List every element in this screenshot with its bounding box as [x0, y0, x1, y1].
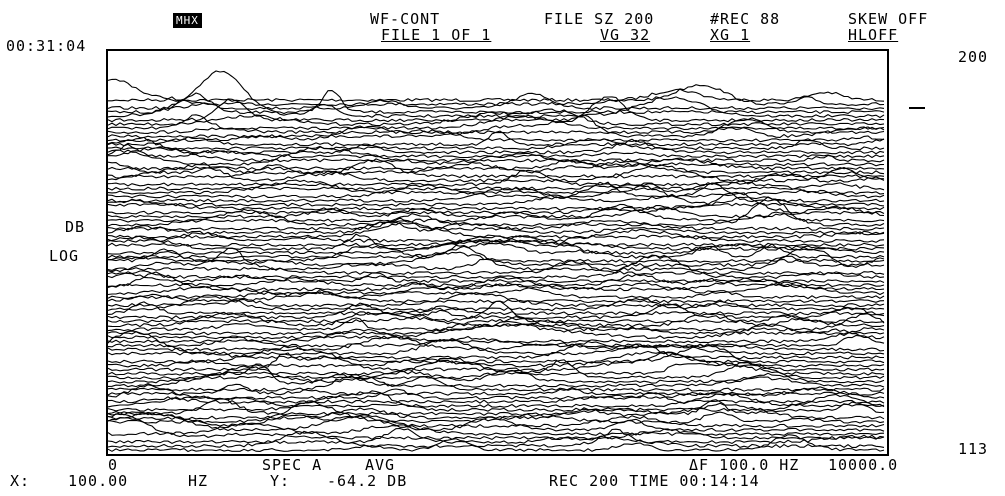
delta-f-label: ΔF 100.0 HZ [689, 458, 799, 473]
ylabel-log: LOG [49, 249, 79, 264]
cursor-y-value: -64.2 DB [327, 474, 407, 489]
mode-label: WF-CONT [370, 12, 440, 27]
record-count-label: #REC 88 [710, 12, 780, 27]
cursor-x-label: X: [10, 474, 30, 489]
spec-label: SPEC A [262, 458, 322, 473]
ylabel-db: DB [65, 220, 85, 235]
mode-badge: MHX [173, 13, 202, 28]
record-top-label: 200 [958, 50, 988, 65]
vertical-gain-label: VG 32 [600, 28, 650, 43]
time-readout: 00:31:04 [6, 39, 86, 54]
file-of-label: FILE 1 OF 1 [381, 28, 491, 43]
cursor-y-label: Y: [270, 474, 290, 489]
file-size-label: FILE SZ 200 [544, 12, 654, 27]
highlight-label: HLOFF [848, 28, 898, 43]
skew-label: SKEW OFF [848, 12, 928, 27]
x-start-label: 0 [108, 458, 118, 473]
cursor-x-unit: HZ [188, 474, 208, 489]
cursor-x-value: 100.00 [68, 474, 128, 489]
x-end-label: 10000.0 [828, 458, 898, 473]
record-time-label: REC 200 TIME 00:14:14 [549, 474, 760, 489]
x-gain-label: XG 1 [710, 28, 750, 43]
record-bottom-label: 113 [958, 442, 988, 457]
avg-label: AVG [365, 458, 395, 473]
